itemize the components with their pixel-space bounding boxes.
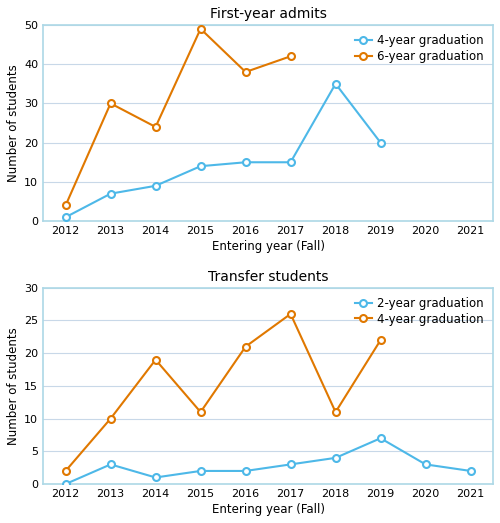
X-axis label: Entering year (Fall): Entering year (Fall) [212,503,324,516]
4-year graduation [288,159,294,165]
6-year graduation [288,53,294,60]
Line: 4-year graduation: 4-year graduation [62,311,384,474]
2-year graduation [62,481,68,487]
6-year graduation [62,202,68,209]
4-year graduation [378,337,384,343]
Line: 4-year graduation: 4-year graduation [62,81,384,221]
X-axis label: Entering year (Fall): Entering year (Fall) [212,240,324,253]
4-year graduation [332,81,338,87]
4-year graduation [152,183,158,189]
Legend: 2-year graduation, 4-year graduation: 2-year graduation, 4-year graduation [351,294,487,329]
2-year graduation [332,454,338,461]
4-year graduation [288,311,294,317]
4-year graduation [198,409,203,415]
Y-axis label: Number of students: Number of students [7,64,20,182]
4-year graduation [62,214,68,220]
Y-axis label: Number of students: Number of students [7,327,20,445]
4-year graduation [242,344,248,350]
Title: Transfer students: Transfer students [208,270,328,284]
2-year graduation [242,468,248,474]
6-year graduation [198,26,203,32]
2-year graduation [152,474,158,481]
4-year graduation [332,409,338,415]
2-year graduation [422,461,428,468]
2-year graduation [288,461,294,468]
4-year graduation [152,357,158,363]
6-year graduation [152,124,158,130]
6-year graduation [242,69,248,75]
4-year graduation [62,468,68,474]
Line: 2-year graduation: 2-year graduation [62,435,474,487]
4-year graduation [198,163,203,169]
2-year graduation [468,468,473,474]
4-year graduation [108,415,114,422]
Line: 6-year graduation: 6-year graduation [62,25,294,209]
4-year graduation [378,140,384,146]
2-year graduation [198,468,203,474]
2-year graduation [378,435,384,441]
4-year graduation [242,159,248,165]
Legend: 4-year graduation, 6-year graduation: 4-year graduation, 6-year graduation [351,31,487,66]
Title: First-year admits: First-year admits [210,7,326,21]
4-year graduation [108,190,114,197]
2-year graduation [108,461,114,468]
6-year graduation [108,100,114,107]
